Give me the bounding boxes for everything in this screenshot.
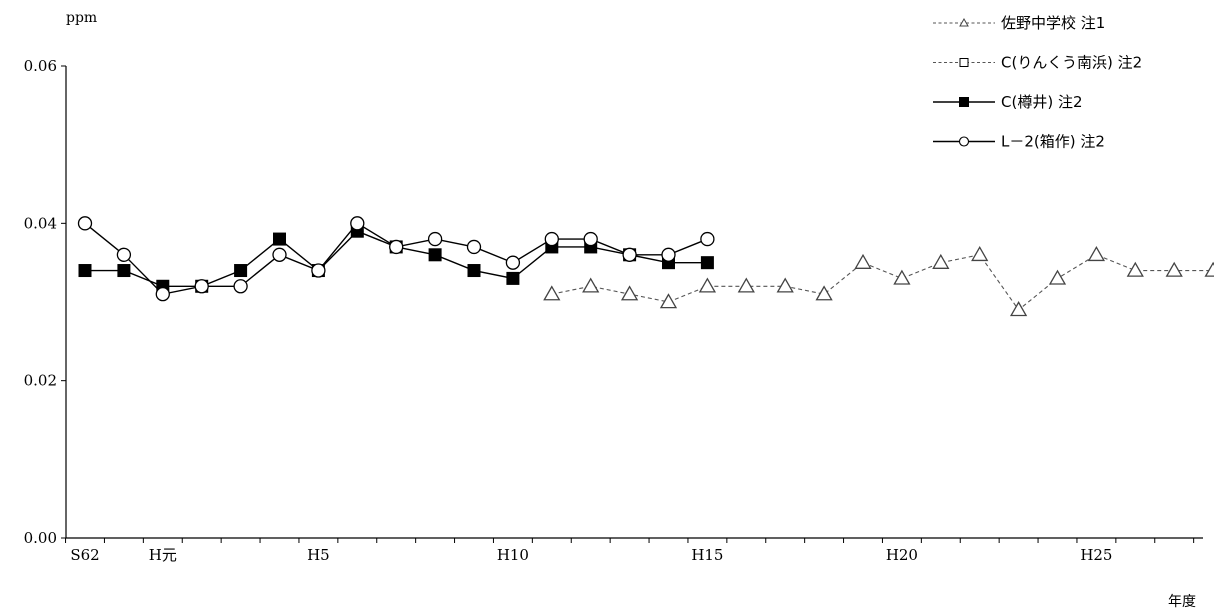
series-3 xyxy=(77,216,715,302)
y-tick-label: 0.00 xyxy=(24,529,57,547)
data-point xyxy=(737,277,755,293)
x-tick-label: S62 xyxy=(70,546,99,564)
data-point xyxy=(932,253,950,269)
data-point xyxy=(544,231,559,247)
data-point xyxy=(506,271,520,285)
data-point xyxy=(698,277,717,293)
x-axis-label: 年度 xyxy=(1168,594,1196,610)
x-tick-label: H20 xyxy=(886,546,918,564)
legend-item: L－2(箱作) 注2 xyxy=(933,133,1105,151)
legend-label: C(樽井) 注2 xyxy=(1001,93,1083,111)
data-point xyxy=(661,247,676,262)
data-point xyxy=(854,253,872,269)
data-point xyxy=(971,245,989,262)
legend-label: L－2(箱作) 注2 xyxy=(1001,133,1105,151)
data-point xyxy=(659,293,678,309)
data-point xyxy=(1087,245,1106,262)
data-point xyxy=(428,248,442,262)
data-point xyxy=(350,216,365,231)
legend-item: 佐野中学校 注1 xyxy=(933,14,1105,32)
data-point xyxy=(543,285,561,301)
data-point xyxy=(194,279,209,294)
y-tick-label: 0.06 xyxy=(24,57,57,75)
data-point xyxy=(467,264,481,278)
data-point xyxy=(1048,269,1067,285)
y-axis-unit-label: ppm xyxy=(66,10,97,26)
data-point xyxy=(117,264,131,278)
data-point xyxy=(622,247,637,262)
chart-legend: 佐野中学校 注1 C(りんくう南浜) 注2 C(樽井) 注2 L－2(箱作) 注2 xyxy=(933,14,1142,151)
data-point xyxy=(1126,261,1144,277)
data-point xyxy=(273,232,286,246)
data-point xyxy=(1204,261,1214,277)
data-point xyxy=(234,264,248,278)
data-point xyxy=(620,285,639,301)
x-tick-label: H15 xyxy=(691,546,723,564)
data-point xyxy=(700,231,715,247)
data-point xyxy=(700,256,714,270)
legend-label: 佐野中学校 注1 xyxy=(1001,14,1105,32)
y-tick-label: 0.02 xyxy=(24,372,57,390)
x-tick-label: H10 xyxy=(497,546,529,564)
x-tick-label: H元 xyxy=(149,546,177,564)
series-layer xyxy=(77,216,1214,317)
series-0 xyxy=(543,245,1214,317)
data-point xyxy=(505,255,521,270)
data-point xyxy=(78,264,92,278)
legend-marker xyxy=(959,17,969,27)
data-point xyxy=(155,286,170,302)
data-point xyxy=(1009,301,1028,317)
data-point xyxy=(582,277,600,293)
legend-marker xyxy=(959,97,969,107)
legend-item: C(樽井) 注2 xyxy=(933,93,1083,111)
data-point xyxy=(1165,261,1183,277)
data-point xyxy=(583,231,598,247)
data-point xyxy=(272,247,287,262)
legend-marker xyxy=(958,136,970,147)
data-point xyxy=(389,239,404,255)
data-point xyxy=(116,247,132,262)
legend-marker xyxy=(959,58,969,67)
data-point xyxy=(233,279,248,294)
x-tick-label: H25 xyxy=(1080,546,1112,564)
series-line xyxy=(85,230,708,287)
data-point xyxy=(815,285,833,301)
data-point xyxy=(311,263,326,278)
data-point xyxy=(427,231,443,247)
series-line xyxy=(551,254,1214,311)
chart-axes: 0.00 0.02 0.04 0.06 S62 H元 H5 H10 H15 H20 H25 xyxy=(24,57,1203,564)
x-tick-label: H5 xyxy=(307,546,330,564)
data-point xyxy=(77,216,93,231)
data-point xyxy=(893,269,911,285)
legend-item: C(りんくう南浜) 注2 xyxy=(933,54,1142,72)
series-line xyxy=(84,222,708,295)
data-point xyxy=(776,277,794,293)
y-tick-label: 0.04 xyxy=(24,214,57,232)
series-2 xyxy=(78,224,714,293)
data-point xyxy=(466,239,482,255)
legend-label: C(りんくう南浜) 注2 xyxy=(1001,54,1142,72)
